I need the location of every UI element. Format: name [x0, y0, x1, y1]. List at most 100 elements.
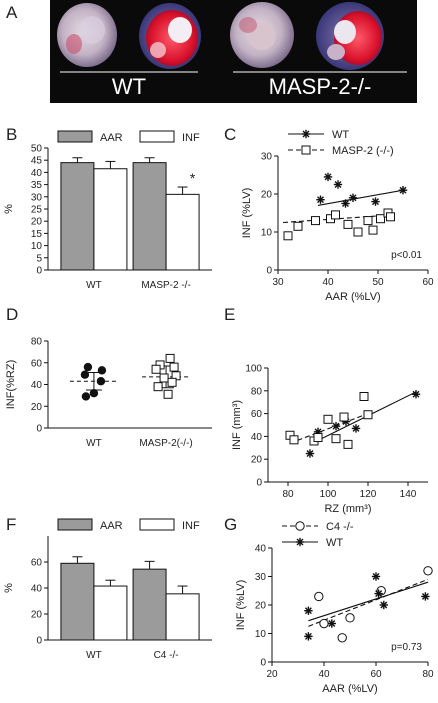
data-point-square	[313, 433, 323, 443]
y-tick-label: 20	[31, 610, 43, 621]
x-tick-label: 60	[422, 277, 434, 288]
chart-f: 0 20 40 60% WT C4 -/- AAR INF	[3, 518, 212, 661]
data-point-square	[353, 227, 363, 237]
legend-label-aar: AAR	[100, 520, 123, 532]
data-point-circle-open	[314, 591, 324, 602]
star-stroke	[328, 620, 336, 627]
y-tick-label: 10	[31, 241, 43, 252]
data-point-circle-open	[345, 613, 355, 623]
bar-inf	[165, 593, 200, 641]
legend-label: WT	[332, 129, 349, 141]
bar-inf	[165, 193, 200, 271]
panel-label-b: B	[6, 125, 17, 144]
y-tick-label: 40	[251, 432, 263, 443]
significance-star: *	[190, 170, 196, 186]
data-point-star	[333, 180, 343, 189]
chart-g: 0 10 20 30 40 20 40 60 80 INF (%LV) AAR (%LV) C4 -/…	[235, 521, 434, 695]
y-tick-label: 30	[31, 192, 43, 203]
y-tick-label: 60	[31, 558, 43, 569]
chart-d: 0 20 40 60 80 INF(%RZ) WT MASP-2(-/-)	[5, 337, 212, 449]
x-category-label: WT	[86, 438, 102, 449]
x-category-label: MASP-2(-/-)	[139, 438, 192, 449]
star-stroke	[304, 632, 312, 640]
y-axis-label: INF (mm³)	[231, 400, 243, 450]
y-tick-label: 20	[31, 217, 43, 228]
x-axis-label: AAR (%LV)	[325, 291, 380, 303]
data-point-square	[359, 392, 369, 401]
data-point-star	[398, 186, 408, 195]
x-tick-label: 80	[422, 669, 434, 680]
y-tick-label: 0	[36, 424, 42, 435]
bar-aar	[132, 568, 167, 641]
x-tick-label: 30	[272, 277, 284, 288]
data-point-star	[348, 193, 358, 202]
panel-label-a: A	[6, 3, 18, 22]
heart-slice-masp-2	[316, 2, 384, 70]
x-tick-label: 120	[360, 489, 377, 500]
y-tick-label: 15	[31, 229, 43, 240]
data-point-circle-open	[423, 566, 433, 576]
data-point-star	[411, 390, 421, 399]
bar-aar	[132, 162, 167, 271]
data-point-circle-filled	[80, 370, 90, 379]
legend-label: WT	[326, 537, 343, 549]
data-point-star	[421, 592, 430, 601]
data-point-star	[305, 449, 315, 458]
star-stroke	[375, 590, 383, 598]
star-stroke	[302, 130, 310, 138]
data-point-square-open	[165, 353, 175, 363]
y-tick-label: 25	[31, 205, 43, 216]
x-category-label: C4 -/-	[154, 650, 179, 661]
x-category-label: WT	[86, 650, 102, 661]
y-tick-label: 40	[31, 168, 43, 179]
star-stroke	[317, 196, 324, 204]
y-tick-label: 20	[255, 601, 267, 612]
legend-swatch-aar	[57, 130, 93, 143]
data-point-square	[293, 221, 303, 231]
data-point-square-open	[169, 362, 179, 372]
data-point-square	[343, 439, 353, 449]
star-stroke	[342, 200, 349, 207]
data-point-square-open	[167, 377, 177, 387]
y-tick-label: 60	[31, 358, 43, 369]
star-stroke	[412, 390, 420, 398]
chart-e: 0 20 40 60 80 100 80 100 120 140 INF (mm³) RZ (mm³)	[231, 364, 428, 515]
star-stroke	[399, 186, 407, 194]
y-tick-label: 10	[255, 629, 267, 640]
x-tick-label: 50	[372, 277, 384, 288]
star-stroke	[372, 573, 380, 580]
data-point-square	[339, 412, 349, 422]
star-stroke	[380, 601, 388, 609]
x-tick-label: 100	[320, 489, 337, 500]
data-point-square	[323, 414, 333, 424]
bar-inf	[93, 585, 128, 641]
y-tick-label: 0	[36, 266, 42, 277]
panel-a: A WT MASP-2-/-	[6, 0, 417, 103]
fit-line-square	[282, 214, 394, 224]
y-tick-label: 40	[255, 544, 267, 555]
star-stroke	[306, 450, 314, 457]
data-point-square	[363, 410, 373, 420]
data-point-square	[331, 210, 340, 220]
data-point-star	[351, 424, 361, 433]
y-tick-label: 20	[261, 190, 273, 201]
data-point-star	[371, 197, 380, 206]
x-tick-label: 140	[400, 489, 417, 500]
data-point-star	[374, 589, 383, 598]
data-point-circle-open	[319, 618, 329, 629]
star-stroke	[372, 198, 379, 206]
data-point-star	[341, 199, 350, 208]
data-point-circle-open	[337, 633, 347, 643]
data-point-circle-filled	[83, 362, 93, 372]
y-axis-label: %	[3, 583, 15, 593]
y-tick-label: 0	[256, 478, 262, 489]
legend-swatch-aar	[57, 518, 93, 531]
fit-line-star	[308, 581, 429, 622]
data-point-star	[327, 619, 336, 628]
data-point-square	[283, 231, 293, 241]
data-point-star	[379, 600, 388, 610]
data-point-square-open	[159, 373, 169, 383]
photo-label-wt: WT	[112, 74, 146, 99]
panel-label-c: C	[224, 125, 236, 144]
